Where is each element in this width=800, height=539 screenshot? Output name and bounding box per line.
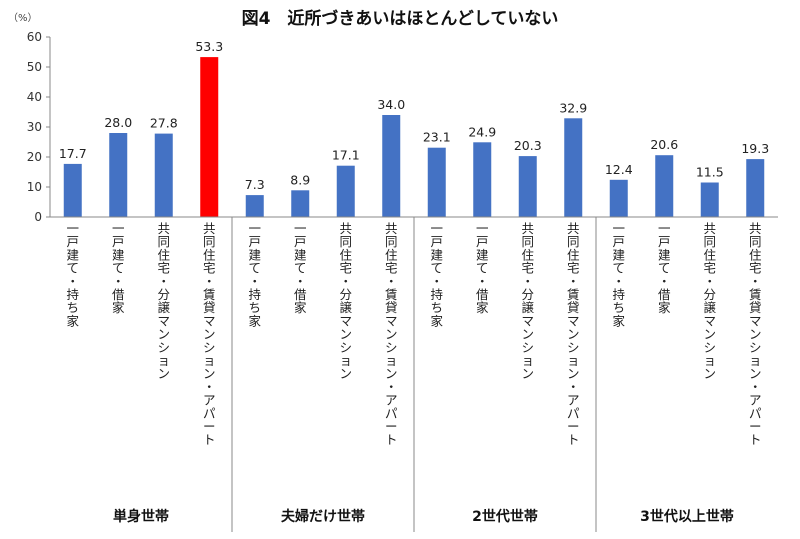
bar bbox=[336, 165, 355, 217]
bar bbox=[518, 156, 537, 217]
data-labels: 17.7 28.0 27.8 53.3 7.3 8.9 17.1 34.0 23.1 24.9 20… bbox=[59, 39, 769, 192]
category-labels: 一戸建て・持ち家 一戸建て・借家 共同住宅・分譲マンション 共同住宅・賃貸マンション・… bbox=[66, 221, 762, 447]
category-label: 一戸建て・持ち家 bbox=[430, 221, 443, 328]
data-label: 28.0 bbox=[104, 115, 132, 130]
data-label: 11.5 bbox=[696, 165, 724, 180]
y-tick-label: 60 bbox=[27, 30, 42, 44]
data-label: 17.1 bbox=[332, 148, 360, 163]
category-label: 一戸建て・持ち家 bbox=[248, 221, 261, 328]
group-label: 夫婦だけ世帯 bbox=[281, 508, 365, 525]
data-label: 53.3 bbox=[195, 39, 223, 54]
bar bbox=[382, 115, 401, 217]
category-label: 共同住宅・賃貸マンション・アパート bbox=[385, 221, 398, 447]
bars bbox=[63, 57, 765, 217]
bar bbox=[291, 190, 310, 217]
category-label: 共同住宅・賃貸マンション・アパート bbox=[749, 221, 762, 447]
y-tick-label: 50 bbox=[27, 60, 42, 74]
bar bbox=[427, 147, 446, 217]
bar bbox=[655, 155, 674, 217]
data-label: 20.6 bbox=[650, 137, 678, 152]
category-label: 一戸建て・持ち家 bbox=[612, 221, 625, 328]
bar bbox=[200, 57, 219, 217]
bar bbox=[154, 133, 173, 217]
data-label: 8.9 bbox=[290, 172, 310, 187]
category-label: 共同住宅・賃貸マンション・アパート bbox=[203, 221, 216, 447]
data-label: 24.9 bbox=[468, 124, 496, 139]
data-label: 23.1 bbox=[423, 130, 451, 145]
bar bbox=[746, 159, 765, 217]
bar bbox=[700, 182, 719, 217]
y-tick-label: 20 bbox=[27, 150, 42, 164]
category-label: 一戸建て・借家 bbox=[112, 221, 125, 315]
group-label: 2世代世帯 bbox=[472, 508, 538, 525]
bar bbox=[245, 195, 264, 217]
y-tick-label: 30 bbox=[27, 120, 42, 134]
category-label: 一戸建て・借家 bbox=[476, 221, 489, 315]
data-label: 19.3 bbox=[741, 141, 769, 156]
bar bbox=[109, 133, 128, 217]
group-labels: 単身世帯 夫婦だけ世帯 2世代世帯 3世代以上世帯 bbox=[113, 508, 734, 525]
y-tick-label: 0 bbox=[34, 210, 42, 224]
y-tick-label: 10 bbox=[27, 180, 42, 194]
category-label: 共同住宅・賃貸マンション・アパート bbox=[567, 221, 580, 447]
data-label: 12.4 bbox=[605, 162, 633, 177]
bar bbox=[473, 142, 492, 217]
category-label: 一戸建て・借家 bbox=[294, 221, 307, 315]
category-label: 一戸建て・借家 bbox=[658, 221, 671, 315]
category-label: 共同住宅・分譲マンション bbox=[157, 221, 170, 381]
y-tick-label: 40 bbox=[27, 90, 42, 104]
data-label: 20.3 bbox=[514, 138, 542, 153]
y-axis: 0 10 20 30 40 50 60 bbox=[27, 30, 51, 224]
group-label: 単身世帯 bbox=[113, 508, 169, 525]
category-label: 一戸建て・持ち家 bbox=[66, 221, 79, 328]
group-label: 3世代以上世帯 bbox=[640, 508, 734, 525]
data-label: 32.9 bbox=[559, 100, 587, 115]
data-label: 34.0 bbox=[377, 97, 405, 112]
data-label: 17.7 bbox=[59, 146, 87, 161]
data-label: 27.8 bbox=[150, 116, 178, 131]
bar bbox=[609, 179, 628, 217]
category-label: 共同住宅・分譲マンション bbox=[703, 221, 716, 381]
bar bbox=[63, 163, 82, 217]
category-label: 共同住宅・分譲マンション bbox=[521, 221, 534, 381]
category-label: 共同住宅・分譲マンション bbox=[339, 221, 352, 381]
bar bbox=[564, 118, 583, 217]
group-separators bbox=[231, 217, 597, 532]
data-label: 7.3 bbox=[245, 177, 265, 192]
y-axis-unit-label: （%） bbox=[8, 12, 38, 24]
chart-title: 図4 近所づきあいはほとんどしていない bbox=[242, 8, 559, 29]
